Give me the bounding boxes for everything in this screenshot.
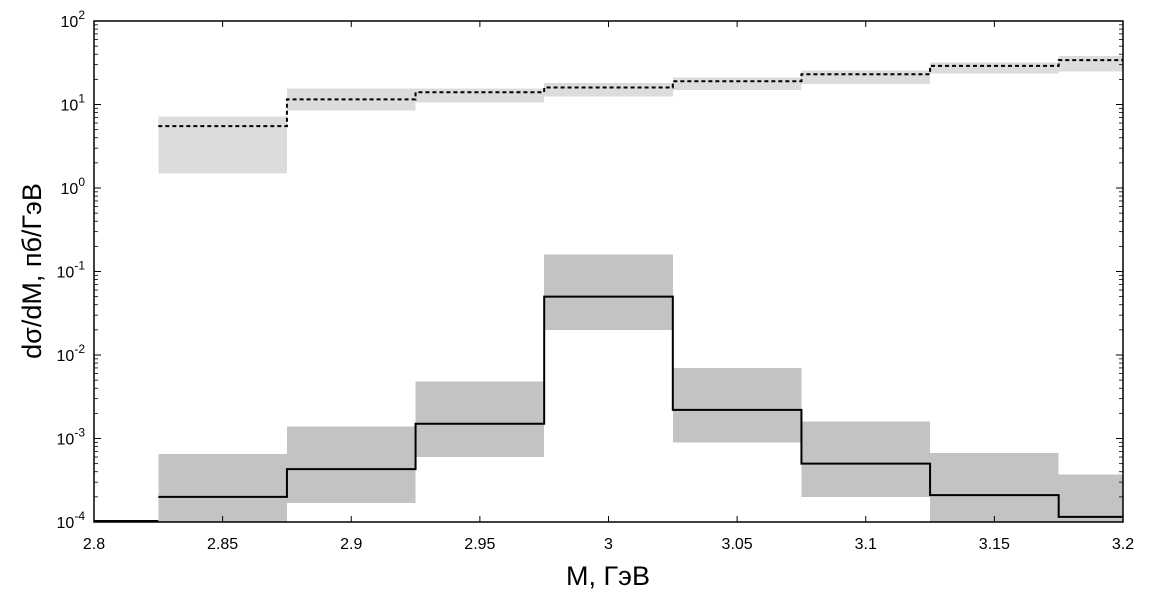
x-axis-title: M, ГэВ	[566, 561, 650, 591]
error-band-1-2	[415, 381, 545, 458]
series-line-0	[158, 59, 1123, 128]
x-tick-label-2: 2.9	[340, 536, 362, 553]
error-band-1-6	[930, 453, 1059, 522]
x-tick-label-4: 3	[604, 536, 613, 553]
x-tick-label-6: 3.1	[855, 536, 877, 553]
error-band-1-4	[672, 367, 802, 443]
x-tick-label-3: 2.95	[464, 536, 495, 553]
y-tick-label-5: 101	[61, 92, 86, 115]
x-tick-label-8: 3.2	[1112, 536, 1134, 553]
error-band-1-1	[286, 426, 416, 503]
y-tick-label-2: 10-2	[57, 342, 86, 365]
error-bands	[158, 56, 1123, 522]
series-line-1	[158, 295, 1123, 518]
x-tick-label-5: 3.05	[722, 536, 753, 553]
error-band-1-0	[158, 454, 287, 522]
y-tick-label-1: 10-3	[57, 426, 86, 449]
y-tick-label-0: 10-4	[57, 509, 86, 532]
x-tick-label-7: 3.15	[979, 536, 1010, 553]
y-tick-label-6: 102	[61, 8, 86, 31]
error-band-0-6	[930, 62, 1059, 74]
error-band-0-0	[158, 116, 287, 174]
axis-ticks	[93, 20, 1124, 523]
x-tick-label-0: 2.8	[83, 536, 105, 553]
y-tick-label-4: 100	[61, 175, 86, 198]
y-tick-label-3: 10-1	[57, 259, 86, 282]
error-band-0-3	[544, 83, 673, 97]
error-band-0-4	[672, 77, 802, 90]
error-band-0-7	[1058, 56, 1123, 72]
error-band-0-5	[801, 70, 931, 85]
error-band-0-2	[415, 88, 545, 103]
x-tick-label-1: 2.85	[207, 536, 238, 553]
error-band-1-7	[1058, 474, 1123, 522]
error-band-1-3	[544, 254, 673, 330]
error-band-1-5	[801, 421, 931, 497]
x-tick-labels: 2.8 2.85 2.9 2.95 3 3.05 3.1 3.15 3.2	[83, 536, 1134, 553]
y-axis-title: dσ/dM, пб/ГэВ	[17, 183, 47, 359]
series-lines	[94, 59, 1123, 522]
y-tick-labels: 10-4 10-3 10-2 10-1 100 101 102	[57, 8, 86, 532]
